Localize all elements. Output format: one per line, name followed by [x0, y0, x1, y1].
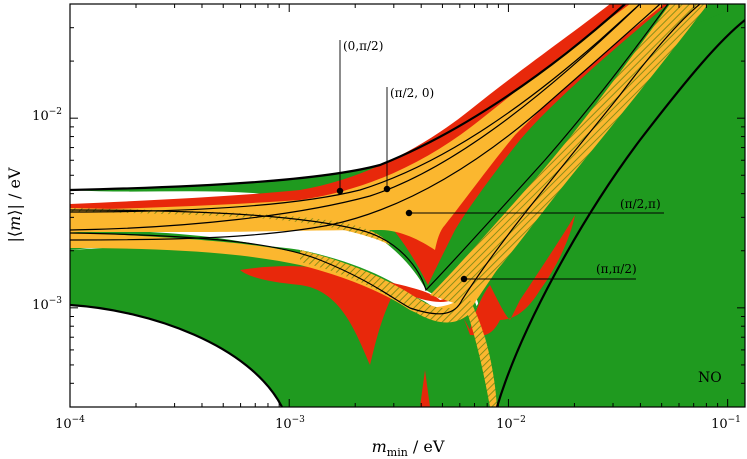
- contour-pi2-0: [70, 4, 641, 231]
- y-tick-label: 10−2: [32, 107, 62, 124]
- annotation-pi-pi2: (π,π/2): [596, 262, 637, 276]
- annotation-point: [383, 185, 391, 193]
- annotation-point: [405, 209, 413, 217]
- contour-0-pi2: [70, 4, 641, 213]
- outer-right-boundary: [495, 19, 745, 407]
- x-tick-labels: 10−4 10−3 10−2 10−1: [55, 415, 741, 432]
- hatched-lower-band: [300, 250, 497, 407]
- y-tick-labels: 10−3 10−2: [32, 107, 62, 313]
- y-tick-label: 10−3: [32, 296, 62, 313]
- annotation-point: [460, 275, 468, 283]
- x-axis-label: mmin / eV: [372, 437, 445, 459]
- axis-ticks: [69, 3, 745, 408]
- hatched-diagonal-band: [430, 4, 708, 305]
- contour-pi2-pi: [70, 4, 669, 292]
- y-axis-label: |⟨m⟩| / eV: [5, 167, 24, 242]
- contour-lines: [70, 4, 745, 407]
- outer-lower-boundary: [70, 303, 283, 407]
- x-tick-label: 10−2: [496, 415, 526, 432]
- contour-inner-1: [70, 4, 661, 241]
- outer-upper-boundary: [70, 4, 626, 192]
- contour-pi-pi2: [70, 4, 701, 315]
- annotations: (0,π/2) (π/2, 0) (π/2,π) (π,π/2): [336, 39, 664, 283]
- ordering-label: NO: [698, 370, 722, 386]
- x-tick-label: 10−1: [711, 415, 741, 432]
- annotation-point: [336, 187, 344, 195]
- orange-region: [70, 4, 664, 250]
- green-lower-region: [70, 4, 745, 407]
- plot-area: [70, 4, 745, 407]
- plot-frame: [69, 3, 746, 408]
- x-tick-label: 10−4: [55, 415, 85, 432]
- annotation-pi2-pi: (π/2,π): [620, 197, 661, 211]
- red-lower-region: [240, 215, 575, 365]
- red-region: [70, 4, 668, 285]
- annotation-0-pi2: (0,π/2): [343, 39, 383, 53]
- x-tick-label: 10−3: [275, 415, 305, 432]
- annotation-pi2-0: (π/2, 0): [390, 86, 434, 100]
- red-spike-region: [420, 370, 430, 407]
